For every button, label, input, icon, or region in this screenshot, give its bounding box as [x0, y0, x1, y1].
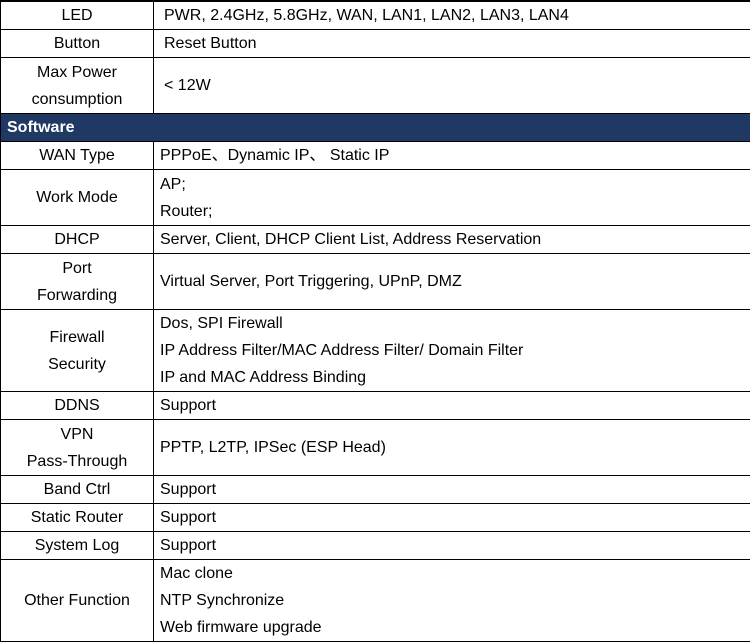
spec-label: DDNS [1, 392, 154, 420]
spec-row-button: Button Reset Button [1, 30, 750, 58]
spec-value: Server, Client, DHCP Client List, Addres… [154, 226, 750, 254]
spec-label: DHCP [1, 226, 154, 254]
spec-label-line: WAN Type [5, 142, 149, 169]
spec-value-line: Support [160, 476, 744, 503]
spec-value: PWR, 2.4GHz, 5.8GHz, WAN, LAN1, LAN2, LA… [154, 1, 750, 30]
spec-value: Support [154, 532, 750, 560]
spec-label-line: VPN [5, 421, 149, 448]
spec-value: < 12W [154, 58, 750, 114]
spec-value-line: NTP Synchronize [160, 587, 744, 614]
spec-label-line: Max Power [5, 59, 149, 86]
spec-label: LED [1, 1, 154, 30]
spec-label: Other Function [1, 560, 154, 642]
spec-row: Static Router Support [1, 504, 750, 532]
spec-row: DDNS Support [1, 392, 750, 420]
spec-value-line: IP Address Filter/MAC Address Filter/ Do… [160, 337, 744, 364]
spec-row-led: LED PWR, 2.4GHz, 5.8GHz, WAN, LAN1, LAN2… [1, 1, 750, 30]
spec-label: Button [1, 30, 154, 58]
spec-value: AP;Router; [154, 170, 750, 226]
spec-label-line: System Log [5, 532, 149, 559]
spec-value-line: AP; [160, 171, 744, 198]
spec-value-line: IP and MAC Address Binding [160, 364, 744, 391]
spec-value-line: PPPoE、Dynamic IP、 Static IP [160, 142, 744, 169]
section-header-software: Software [1, 114, 750, 142]
spec-label-line: consumption [5, 86, 149, 113]
spec-label-line: Firewall [5, 324, 149, 351]
spec-value: Support [154, 504, 750, 532]
spec-value-line: Router; [160, 198, 744, 225]
spec-value: Support [154, 476, 750, 504]
spec-row: WAN Type PPPoE、Dynamic IP、 Static IP [1, 142, 750, 170]
spec-label-line: DHCP [5, 226, 149, 253]
spec-label-line: Security [5, 351, 149, 378]
spec-value-line: Virtual Server, Port Triggering, UPnP, D… [160, 268, 744, 295]
spec-label: WAN Type [1, 142, 154, 170]
spec-label: System Log [1, 532, 154, 560]
spec-label-line: Band Ctrl [5, 476, 149, 503]
spec-value-line: Server, Client, DHCP Client List, Addres… [160, 226, 744, 253]
spec-row: System Log Support [1, 532, 750, 560]
spec-value-line: Support [160, 392, 744, 419]
spec-label-line: Other Function [5, 587, 149, 614]
spec-value-line: Mac clone [160, 560, 744, 587]
spec-row: DHCP Server, Client, DHCP Client List, Ad… [1, 226, 750, 254]
spec-label-line: Forwarding [5, 282, 149, 309]
spec-value: PPPoE、Dynamic IP、 Static IP [154, 142, 750, 170]
spec-label-line: DDNS [5, 392, 149, 419]
spec-value: Support [154, 392, 750, 420]
spec-label-line: Work Mode [5, 184, 149, 211]
spec-label-line: Static Router [5, 504, 149, 531]
section-title: Software [1, 114, 750, 142]
spec-value-line: Support [160, 532, 744, 559]
spec-row: Band Ctrl Support [1, 476, 750, 504]
spec-value-line: PPTP, L2TP, IPSec (ESP Head) [160, 434, 744, 461]
spec-row-max-power: Max Power consumption < 12W [1, 58, 750, 114]
spec-label: Work Mode [1, 170, 154, 226]
spec-value: Reset Button [154, 30, 750, 58]
spec-label: Band Ctrl [1, 476, 154, 504]
spec-label: Static Router [1, 504, 154, 532]
spec-value-line: Web firmware upgrade [160, 614, 744, 641]
spec-value: Virtual Server, Port Triggering, UPnP, D… [154, 254, 750, 310]
spec-value-line: Support [160, 504, 744, 531]
spec-value-line: Dos, SPI Firewall [160, 310, 744, 337]
spec-label: Max Power consumption [1, 58, 154, 114]
spec-label-line: Pass-Through [5, 448, 149, 475]
spec-value: PPTP, L2TP, IPSec (ESP Head) [154, 420, 750, 476]
spec-label-line: Port [5, 255, 149, 282]
